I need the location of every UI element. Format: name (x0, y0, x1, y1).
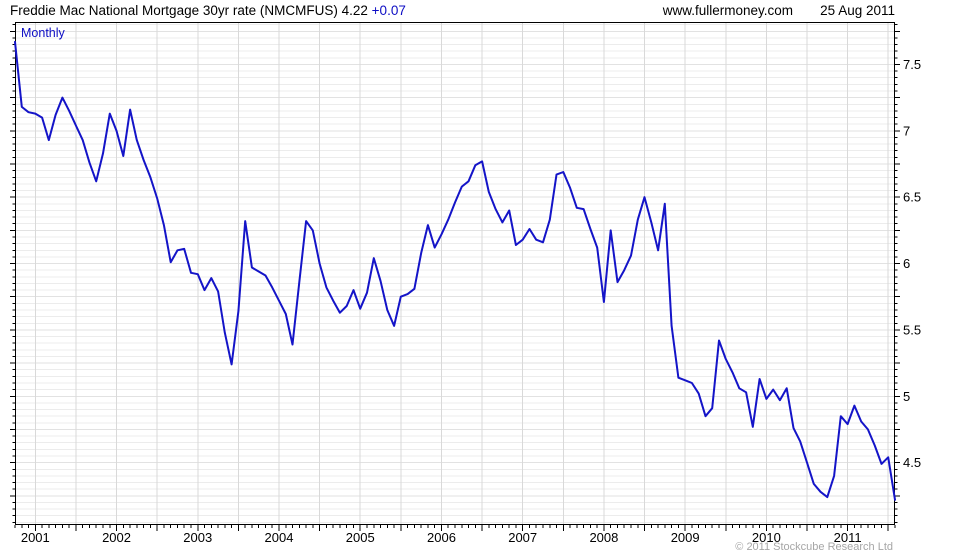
x-axis-label: 2003 (183, 530, 212, 545)
y-axis-label: 6.5 (903, 190, 921, 205)
x-axis-label: 2009 (671, 530, 700, 545)
x-axis-label: 2011 (834, 530, 862, 545)
instrument-name: Freddie Mac National Mortgage 30yr rate … (10, 3, 338, 18)
x-axis-label: 2008 (589, 530, 618, 545)
y-axis-label: 7.5 (903, 57, 921, 72)
x-axis-label: 2004 (265, 530, 294, 545)
y-axis-label: 7 (903, 123, 910, 138)
change-value: +0.07 (371, 3, 406, 18)
frequency-label: Monthly (21, 26, 65, 40)
y-axis-label: 5.5 (903, 322, 921, 337)
x-axis-label: 2006 (427, 530, 456, 545)
x-axis-label: 2007 (508, 530, 537, 545)
chart-date: 25 Aug 2011 (820, 3, 895, 18)
plot-border (15, 22, 895, 525)
x-axis-label: 2001 (21, 530, 50, 545)
website-link[interactable]: www.fullermoney.com (662, 3, 793, 18)
y-axis-label: 6 (903, 256, 910, 271)
y-axis-label: 4.5 (903, 455, 921, 470)
chart-title: Freddie Mac National Mortgage 30yr rate … (10, 3, 406, 18)
y-axis-label: 5 (903, 389, 910, 404)
x-axis-label: 2005 (346, 530, 375, 545)
copyright-notice: © 2011 Stockcube Research Ltd (735, 541, 893, 553)
x-axis-label: 2010 (752, 530, 781, 545)
last-value: 4.22 (341, 3, 368, 18)
rate-line (14, 40, 896, 501)
x-axis-label: 2002 (102, 530, 131, 545)
